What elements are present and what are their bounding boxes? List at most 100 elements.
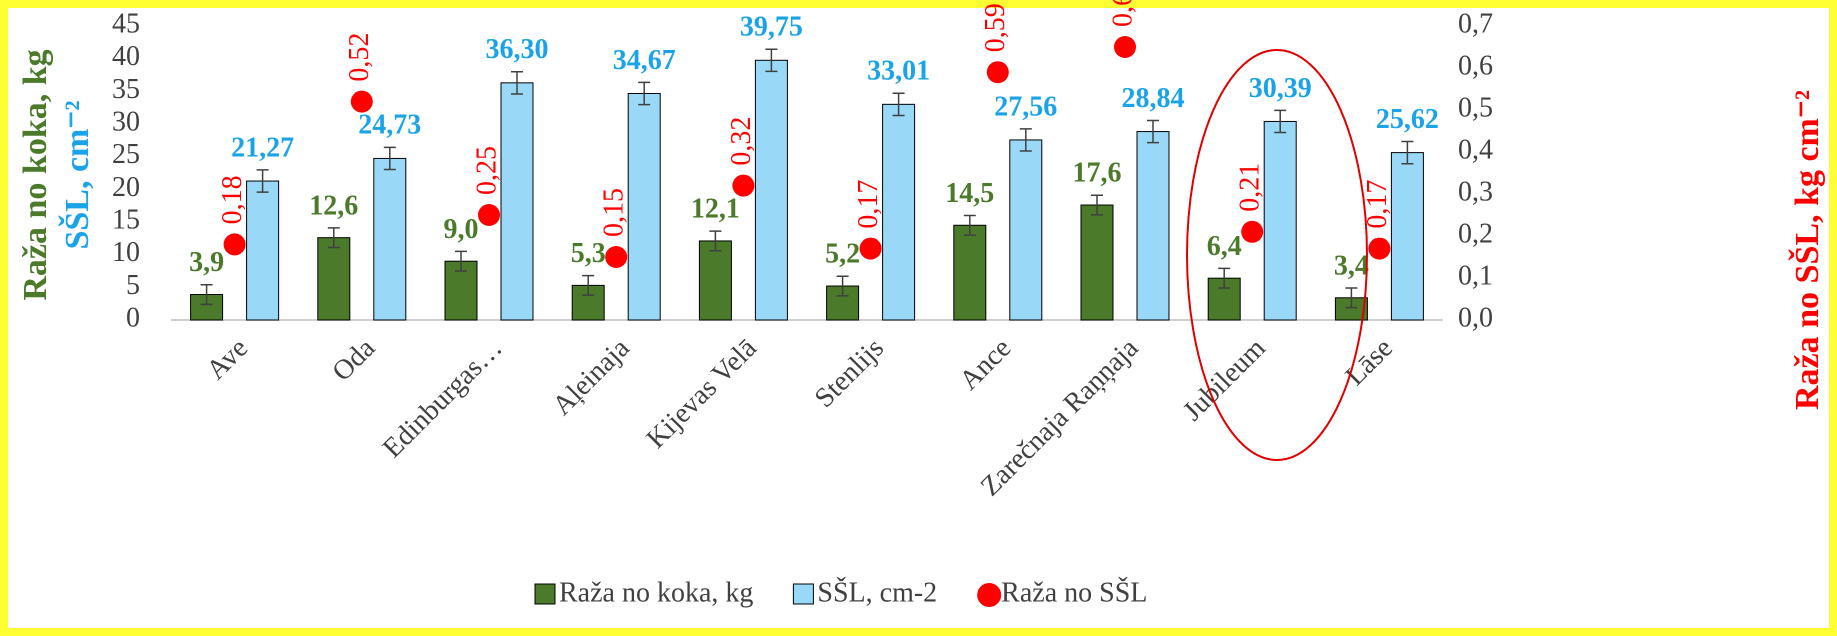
bar bbox=[1390, 152, 1424, 321]
y2-tick-label: 0,2 bbox=[1458, 218, 1493, 249]
y-tick-label: 10 bbox=[112, 237, 140, 268]
dot bbox=[986, 61, 1009, 84]
data-label: 30,39 bbox=[1249, 73, 1312, 104]
bar bbox=[500, 82, 534, 321]
y-tick-label: 20 bbox=[112, 172, 140, 203]
y-tick-label: 35 bbox=[112, 74, 140, 105]
error-bar bbox=[892, 92, 905, 117]
y-tick-label: 5 bbox=[126, 270, 140, 301]
legend-label: SŠL, cm-2 bbox=[817, 577, 937, 608]
dot bbox=[1241, 220, 1264, 243]
dot bbox=[350, 90, 373, 113]
data-label: 0,52 bbox=[344, 33, 375, 82]
y-axis-title: Raža no koka, kg bbox=[17, 49, 54, 300]
dot bbox=[605, 246, 628, 268]
bar bbox=[373, 157, 407, 321]
y-tick-label: 45 bbox=[112, 8, 140, 39]
y-tick-label: 30 bbox=[112, 106, 140, 137]
legend-label: Raža no SŠL bbox=[1001, 577, 1147, 608]
dot bbox=[859, 237, 882, 260]
data-label: 9,0 bbox=[444, 214, 479, 245]
y-tick-label: 25 bbox=[112, 139, 140, 170]
error-bar bbox=[327, 227, 340, 249]
data-label: 0,25 bbox=[471, 146, 502, 195]
error-bar bbox=[1401, 140, 1414, 165]
data-label: 0,59 bbox=[980, 3, 1011, 52]
error-bar bbox=[963, 214, 976, 236]
highlight-ellipse bbox=[1186, 49, 1368, 461]
data-label: 12,1 bbox=[691, 194, 740, 225]
data-label: 6,4 bbox=[1207, 231, 1242, 262]
legend-label: Raža no koka, kg bbox=[559, 577, 753, 608]
y2-tick-label: 0,3 bbox=[1458, 176, 1493, 207]
y2-tick-label: 0,6 bbox=[1458, 50, 1493, 81]
data-label: 0,17 bbox=[1362, 180, 1393, 229]
y2-axis-title: Raža no SŠL, kg cm⁻² bbox=[1788, 90, 1826, 410]
dot bbox=[1114, 36, 1136, 58]
bar bbox=[1263, 120, 1297, 321]
bar bbox=[1009, 139, 1043, 321]
error-bar bbox=[511, 70, 523, 95]
y2-tick-label: 0,7 bbox=[1458, 8, 1493, 39]
error-bar bbox=[1345, 287, 1358, 309]
error-bar bbox=[582, 274, 595, 296]
data-label: 0,18 bbox=[217, 175, 248, 224]
legend-swatch bbox=[977, 583, 1002, 607]
data-label: 12,6 bbox=[309, 190, 358, 221]
y-axis-title: SŠL, cm⁻² bbox=[58, 100, 96, 249]
data-label: 27,56 bbox=[994, 91, 1057, 122]
bar bbox=[317, 237, 351, 321]
dot bbox=[1368, 237, 1391, 260]
y-tick-label: 0 bbox=[126, 302, 140, 333]
data-label: 25,62 bbox=[1376, 104, 1439, 135]
data-label: 17,6 bbox=[1073, 158, 1122, 189]
error-bar bbox=[1274, 109, 1287, 134]
data-label: 0,65 bbox=[1107, 0, 1138, 27]
data-label: 0,15 bbox=[599, 188, 630, 237]
bar bbox=[754, 59, 788, 321]
data-label: 24,73 bbox=[358, 110, 421, 141]
error-bar bbox=[1147, 119, 1159, 144]
error-bar bbox=[765, 48, 778, 73]
bar bbox=[1080, 204, 1114, 321]
error-bar bbox=[1218, 267, 1231, 289]
data-label: 28,84 bbox=[1122, 83, 1185, 114]
data-label: 14,5 bbox=[945, 178, 994, 209]
y-tick-label: 15 bbox=[112, 204, 140, 235]
y-tick-label: 40 bbox=[112, 41, 140, 72]
bar bbox=[882, 103, 916, 321]
bar bbox=[246, 180, 280, 321]
error-bar bbox=[638, 81, 651, 106]
data-label: 5,2 bbox=[825, 239, 860, 270]
data-label: 0,17 bbox=[853, 180, 884, 229]
data-label: 39,75 bbox=[740, 12, 803, 43]
error-bar bbox=[455, 250, 467, 272]
bar bbox=[627, 92, 661, 321]
data-label: 3,9 bbox=[189, 247, 224, 278]
error-bar bbox=[1091, 194, 1103, 216]
legend-swatch bbox=[534, 583, 556, 605]
error-bar bbox=[200, 283, 213, 306]
data-label: 3,4 bbox=[1334, 250, 1369, 281]
dot bbox=[223, 233, 246, 256]
data-label: 33,01 bbox=[867, 56, 930, 87]
data-label: 36,30 bbox=[486, 34, 549, 65]
error-bar bbox=[836, 275, 849, 297]
bar bbox=[953, 224, 987, 321]
y2-tick-label: 0,1 bbox=[1458, 260, 1493, 291]
data-label: 34,67 bbox=[613, 45, 676, 76]
y2-tick-label: 0,0 bbox=[1458, 302, 1493, 333]
bar bbox=[1136, 131, 1170, 321]
bar bbox=[698, 240, 732, 321]
data-label: 0,21 bbox=[1235, 163, 1266, 212]
error-bar bbox=[256, 169, 269, 193]
data-label: 0,32 bbox=[726, 117, 757, 166]
y2-tick-label: 0,5 bbox=[1458, 92, 1493, 123]
chart-background bbox=[8, 8, 1829, 628]
data-label: 5,3 bbox=[571, 238, 606, 269]
dot bbox=[732, 174, 755, 197]
error-bar bbox=[709, 230, 722, 252]
error-bar bbox=[383, 146, 396, 171]
legend-swatch bbox=[792, 583, 814, 605]
